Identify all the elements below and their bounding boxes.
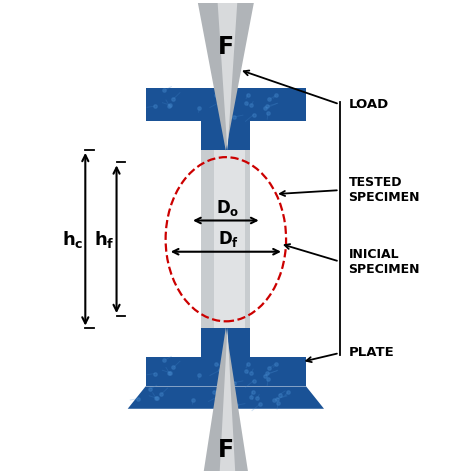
Polygon shape: [128, 386, 324, 409]
Polygon shape: [223, 433, 232, 474]
Text: LOAD: LOAD: [348, 98, 389, 111]
Polygon shape: [217, 328, 238, 474]
Text: PLATE: PLATE: [348, 346, 394, 359]
Polygon shape: [201, 328, 250, 357]
Text: F: F: [218, 35, 234, 59]
Polygon shape: [201, 150, 250, 328]
Text: $\mathbf{D_f}$: $\mathbf{D_f}$: [218, 229, 238, 249]
Text: $\mathbf{h_c}$: $\mathbf{h_c}$: [62, 229, 83, 250]
Text: $\mathbf{h_f}$: $\mathbf{h_f}$: [94, 229, 114, 250]
Text: INICIAL
SPECIMEN: INICIAL SPECIMEN: [348, 247, 420, 275]
Polygon shape: [196, 0, 255, 151]
Text: F: F: [218, 438, 234, 462]
Polygon shape: [214, 150, 246, 328]
Polygon shape: [146, 357, 306, 386]
Polygon shape: [196, 328, 255, 474]
Polygon shape: [217, 0, 238, 151]
Text: $\mathbf{D_o}$: $\mathbf{D_o}$: [216, 198, 240, 218]
Polygon shape: [201, 121, 250, 150]
Polygon shape: [210, 0, 242, 63]
Polygon shape: [210, 433, 242, 474]
Text: TESTED
SPECIMEN: TESTED SPECIMEN: [348, 176, 420, 204]
Polygon shape: [146, 88, 306, 121]
Polygon shape: [223, 0, 232, 63]
